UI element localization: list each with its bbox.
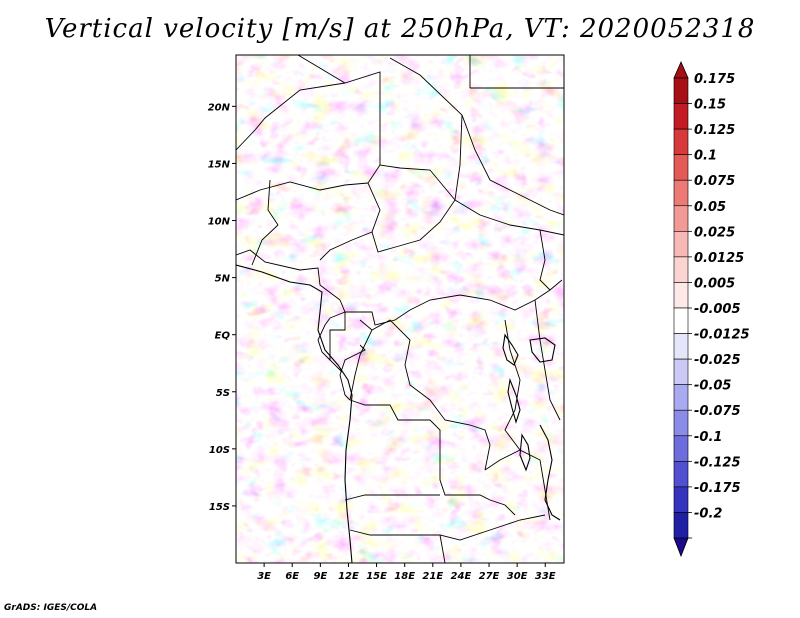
country-borders [236, 55, 564, 563]
colorbar-swatch [673, 103, 689, 130]
colorbar-label: 0.0125 [694, 251, 744, 266]
lat-tick-label: 15N [208, 159, 231, 170]
colorbar-label: -0.125 [694, 455, 741, 470]
colorbar-top-arrow [673, 61, 689, 79]
colorbar-swatch [673, 231, 689, 258]
colorbar-swatch [673, 384, 689, 411]
colorbar-label: 0.1 [694, 149, 717, 164]
lon-tick-label: 12E [338, 571, 359, 582]
colorbar-label: 0.05 [694, 200, 726, 215]
lat-tick-label: 5S [216, 388, 230, 399]
colorbar-swatch [673, 282, 689, 309]
colorbar-label: -0.025 [694, 353, 741, 368]
longitude-axis: 3E 6E 9E 12E 15E 18E 21E 24E 27E 30E 33E [257, 563, 556, 582]
lon-tick-label: 3E [257, 571, 271, 582]
lat-tick-label: 20N [208, 102, 231, 113]
lon-tick-label: 27E [479, 571, 500, 582]
colorbar-label: -0.1 [694, 430, 722, 445]
lat-tick-label: 5N [215, 274, 231, 285]
lon-tick-label: 15E [366, 571, 387, 582]
colorbar: 0.175 0.15 0.125 0.1 0.075 0.05 0.025 0.0125 0.0… [673, 61, 750, 558]
colorbar-label: 0.125 [694, 123, 735, 138]
colorbar-swatch [673, 486, 689, 513]
colorbar-swatch [673, 179, 689, 207]
colorbar-label: -0.2 [694, 506, 722, 521]
colorbar-swatch [673, 435, 689, 462]
colorbar-swatch [673, 333, 689, 360]
colorbar-bottom-arrow [673, 537, 689, 558]
colorbar-label: 0.075 [694, 174, 735, 189]
colorbar-label: -0.05 [694, 379, 731, 394]
colorbar-swatch [673, 256, 689, 283]
vertical-velocity-field [236, 55, 564, 563]
colorbar-label: 0.025 [694, 225, 735, 240]
colorbar-swatch [673, 154, 689, 181]
colorbar-swatch [673, 409, 689, 437]
map-panel [235, 54, 565, 564]
lat-tick-label: 10N [208, 217, 231, 228]
colorbar-swatch [673, 461, 689, 488]
map-frame [235, 54, 565, 564]
colorbar-label: -0.075 [694, 404, 741, 419]
colorbar-swatch [673, 358, 689, 385]
colorbar-label: 0.175 [694, 72, 735, 87]
colorbar-swatch [673, 205, 689, 232]
lat-tick-label: EQ [215, 331, 231, 342]
lon-tick-label: 33E [535, 571, 556, 582]
grads-credit: GrADS: IGES/COLA [4, 603, 98, 613]
lat-tick-label: 10S [209, 445, 230, 456]
lon-tick-label: 9E [313, 571, 327, 582]
lon-tick-label: 30E [507, 571, 528, 582]
latitude-axis: 20N 15N 10N 5N EQ 5S 10S 15S [208, 102, 236, 513]
colorbar-swatch [673, 512, 689, 539]
colorbar-label: -0.0125 [694, 328, 750, 343]
colorbar-label: 0.005 [694, 276, 735, 291]
lat-tick-label: 15S [209, 502, 230, 513]
colorbar-label: 0.15 [694, 98, 726, 113]
colorbar-swatch [673, 128, 689, 155]
lon-tick-label: 21E [422, 571, 443, 582]
map-title: Vertical velocity [m/s] at 250hPa, VT: 2… [44, 14, 756, 44]
lon-tick-label: 18E [394, 571, 415, 582]
lon-tick-label: 6E [285, 571, 299, 582]
colorbar-label: -0.175 [694, 481, 741, 496]
colorbar-swatch [673, 307, 689, 334]
coastlines [236, 264, 561, 563]
colorbar-label: -0.005 [694, 302, 741, 317]
colorbar-swatch [673, 77, 689, 104]
lon-tick-label: 24E [451, 571, 472, 582]
